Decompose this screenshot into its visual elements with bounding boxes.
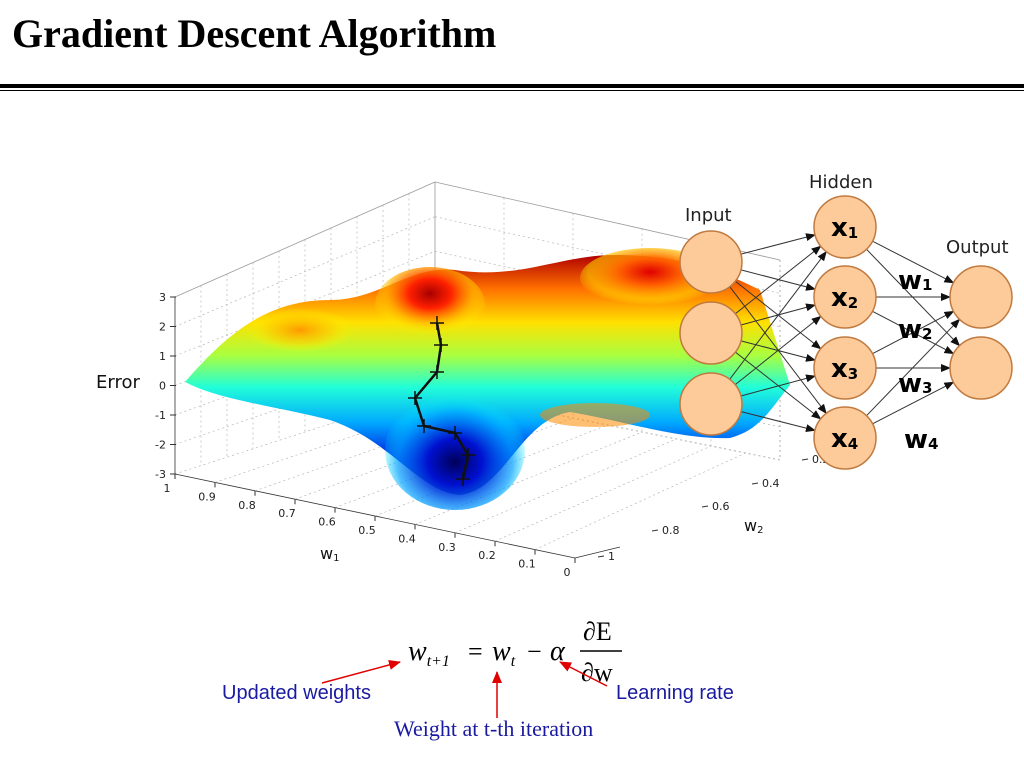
- z-tick-label: 3: [159, 291, 166, 304]
- w1-tick-label: 0.4: [398, 532, 416, 545]
- input-node: [679, 372, 743, 436]
- w2-axis-label: w2: [744, 516, 763, 536]
- w2-tick-label: 1: [608, 550, 615, 563]
- z-tick-label: -1: [155, 409, 166, 422]
- svg-text:wt+1: wt+1: [408, 636, 450, 670]
- z-tick-label: -3: [155, 468, 166, 481]
- w2-axis: 0.20.40.60.81: [597, 453, 830, 563]
- svg-text:wt: wt: [492, 636, 516, 670]
- hidden-node-label: x4: [831, 424, 858, 454]
- w1-tick-label: 0.9: [198, 490, 216, 503]
- learning-rate-label: Learning rate: [616, 682, 734, 704]
- hidden-node-label: x3: [831, 354, 858, 384]
- hidden-node: [813, 406, 877, 470]
- w1-tick-label: 0.8: [238, 499, 256, 512]
- w1-tick-label: 0.2: [478, 549, 496, 562]
- svg-text:=: =: [468, 637, 483, 666]
- weight-at-t-label: Weight at t-th iteration: [394, 716, 594, 741]
- hidden-layer-label: Hidden: [809, 172, 873, 193]
- z-tick-label: 0: [159, 380, 166, 393]
- error-surface: [185, 248, 790, 510]
- weight-label: w1: [898, 266, 932, 296]
- svg-text:α: α: [550, 636, 566, 667]
- svg-text:∂w: ∂w: [581, 658, 613, 687]
- descent-path: [408, 316, 475, 486]
- svg-text:∂E: ∂E: [583, 617, 612, 646]
- w1-tick-label: 0.6: [318, 516, 336, 529]
- title-rule-thick: [0, 84, 1024, 88]
- input-node: [679, 230, 743, 294]
- w2-tick-label: 0.4: [762, 477, 780, 490]
- output-node: [949, 336, 1013, 400]
- weight-label: w4: [904, 425, 938, 455]
- hidden-node-label: x1: [831, 213, 858, 243]
- hidden-node-label: x2: [831, 283, 858, 313]
- w1-axis: 1 0.9 0.8 0.7 0.6 0.5 0.4 0.3 0.2 0.1 0: [164, 474, 576, 579]
- w1-tick-label: 0.1: [518, 558, 536, 571]
- output-layer-label: Output: [946, 237, 1009, 258]
- w1-tick-label: 1: [164, 482, 171, 495]
- hidden-node: [813, 336, 877, 400]
- svg-text:−: −: [527, 637, 542, 666]
- w1-tick-label: 0.3: [438, 541, 456, 554]
- title-rule-thin: [0, 90, 1024, 91]
- z-tick-label: -2: [155, 439, 166, 452]
- updated-weights-label: Updated weights: [222, 682, 371, 704]
- w1-axis-label: w1: [320, 544, 339, 564]
- hidden-node: [813, 195, 877, 259]
- w2-tick-label: 0.8: [662, 524, 680, 537]
- z-axis: 3 2 1 0 -1 -2 -3: [155, 291, 176, 481]
- output-node: [949, 265, 1013, 329]
- weight-label: w2: [898, 315, 932, 345]
- neural-network: Hidden Input Output x1 x2 x3 x4 w1 w2 w3 w4: [679, 172, 1013, 470]
- w2-tick-label: 0.6: [712, 500, 730, 513]
- update-formula: wt+1 = wt − α ∂E ∂w: [408, 617, 622, 687]
- hidden-node: [813, 265, 877, 329]
- slide-title: Gradient Descent Algorithm: [12, 11, 497, 56]
- w1-tick-label: 0.7: [278, 507, 296, 520]
- annotation-arrows: [321, 660, 608, 718]
- z-axis-label: Error: [96, 372, 140, 393]
- z-tick-label: 2: [159, 321, 166, 334]
- w1-tick-label: 0.5: [358, 524, 376, 537]
- input-node: [679, 301, 743, 365]
- z-tick-label: 1: [159, 350, 166, 363]
- w1-tick-label: 0: [564, 566, 571, 579]
- weight-label: w3: [898, 369, 932, 399]
- input-layer-label: Input: [685, 205, 732, 226]
